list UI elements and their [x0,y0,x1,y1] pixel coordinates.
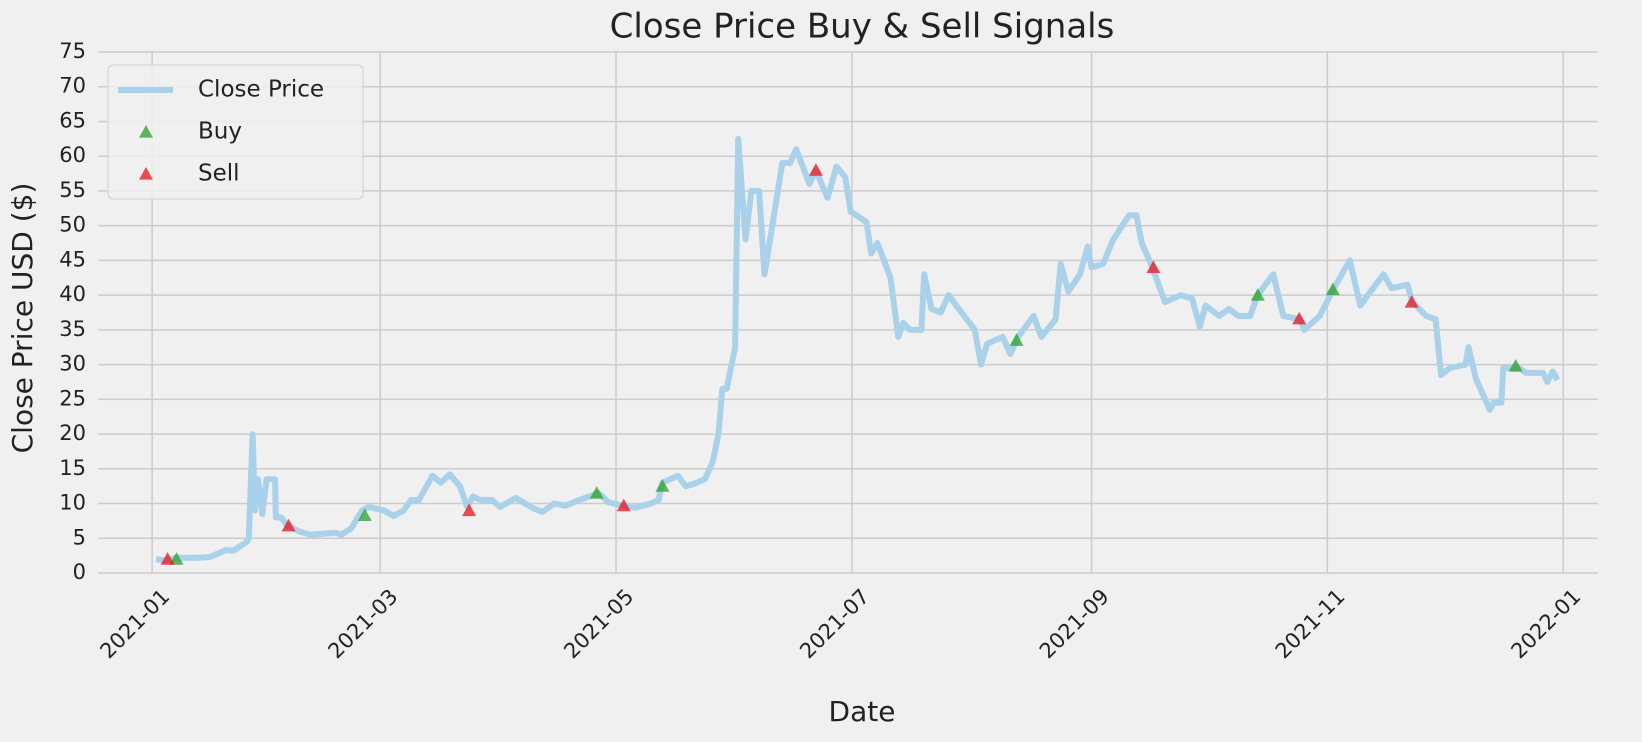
legend-label: Close Price [198,77,324,103]
chart-title: Close Price Buy & Sell Signals [610,7,1115,47]
y-tick-label: 35 [59,317,86,341]
signal-marker [357,508,372,521]
signal-marker [1325,282,1340,296]
legend-swatch [139,167,153,180]
x-axis-label: Date [829,695,896,728]
y-tick-label: 75 [59,39,86,63]
signal-marker [1250,288,1265,301]
signal-marker [616,498,631,512]
y-tick-label: 50 [59,213,86,237]
legend-box [107,64,364,200]
legend: Close Price Buy Sell [107,64,364,200]
signal-marker [1404,295,1419,308]
y-tick-label: 55 [59,178,86,202]
y-tick-label: 60 [59,143,86,167]
signal-marker [1146,260,1161,273]
signal-marker [1292,311,1307,325]
y-tick-label: 20 [59,421,86,445]
signal-marker [169,552,184,565]
y-tick-label: 45 [59,247,86,271]
y-tick-label: 70 [59,74,86,98]
y-tick-label: 40 [59,282,86,306]
signal-marker [1508,358,1523,372]
y-tick-label: 30 [59,352,86,376]
y-tick-label: 10 [59,491,86,515]
y-tick-label: 5 [73,525,86,549]
legend-label: Buy [198,119,242,145]
signal-marker [655,479,670,492]
price-line [155,135,1561,564]
legend-label: Sell [198,161,240,187]
signal-marker [281,518,296,532]
signal-marker [462,503,477,517]
y-axis-label: Close Price USD ($) [6,183,39,454]
y-tick-label: 25 [59,386,86,410]
signal-marker [589,486,604,499]
y-tick-label: 65 [59,108,86,132]
y-tick-label: 0 [73,560,86,584]
plot-area [155,135,1561,565]
signal-marker [808,163,823,176]
signal-marker [1009,333,1024,346]
signal-marker [160,552,175,565]
legend-swatch [139,125,153,138]
y-tick-label: 15 [59,456,86,480]
